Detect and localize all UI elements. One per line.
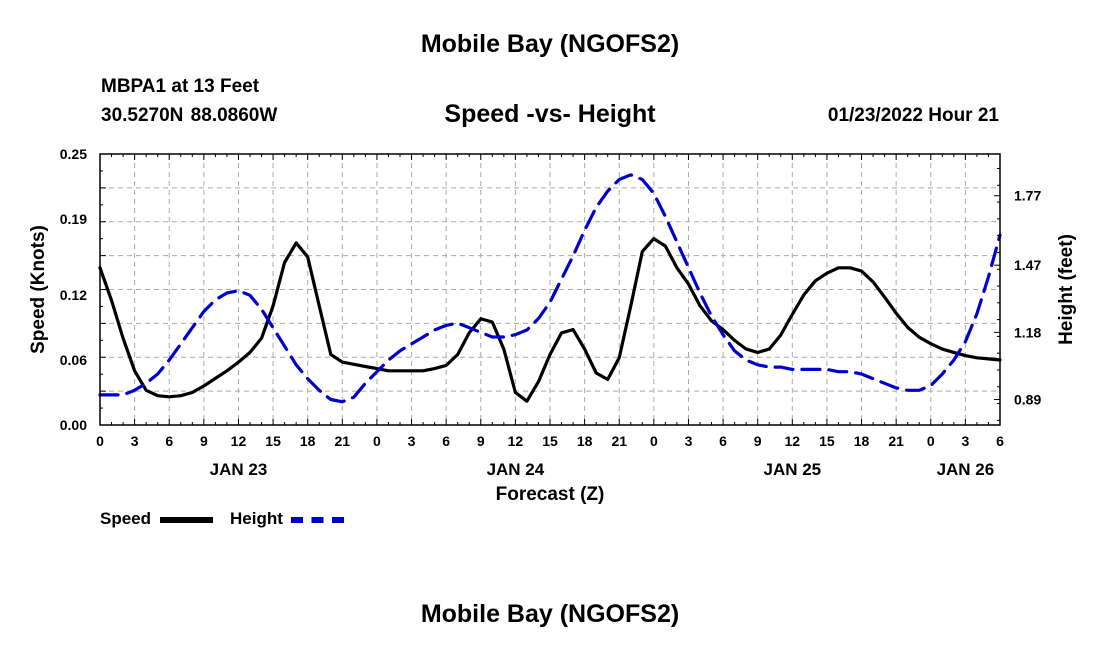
- series-lines: [98, 173, 1002, 404]
- x-tick-label: 6: [996, 433, 1004, 449]
- chart-title: Mobile Bay (NGOFS2): [420, 30, 680, 58]
- station-coordinates: 30.5270N 88.0860W: [101, 105, 278, 126]
- x-tick-label: 0: [96, 433, 104, 449]
- day-label: JAN 24: [487, 460, 545, 479]
- y-tick-label: 0.06: [60, 352, 87, 368]
- x-tick-label: 21: [611, 433, 627, 449]
- y-tick-label: 0.25: [60, 146, 87, 162]
- x-tick-label: 3: [131, 433, 139, 449]
- y2-tick-label: 1.47: [1014, 257, 1041, 273]
- x-tick-label: 21: [888, 433, 904, 449]
- station-name: MBPA1 at 13 Feet: [101, 76, 260, 97]
- legend-speed-label: Speed: [100, 509, 152, 528]
- plot-frame: [99, 153, 1001, 426]
- y2-tick-label: 0.89: [1014, 392, 1041, 408]
- x-tick-label: 9: [754, 433, 762, 449]
- x-tick-label: 12: [785, 433, 801, 449]
- y-axis-title: Speed (Knots): [28, 225, 49, 354]
- grid-lines: [100, 154, 1000, 425]
- forecast-timestamp: 01/23/2022 Hour 21: [827, 105, 999, 126]
- day-label: JAN 23: [210, 460, 268, 479]
- x-tick-label: 12: [231, 433, 247, 449]
- x-tick-label: 0: [650, 433, 658, 449]
- x-tick-label: 9: [477, 433, 485, 449]
- series-line-speed: [98, 237, 1002, 403]
- x-tick-label: 18: [854, 433, 870, 449]
- chart-subtitle: Speed -vs- Height: [444, 100, 656, 128]
- x-tick-label: 0: [927, 433, 935, 449]
- x-tick-label: 21: [335, 433, 351, 449]
- x-tick-label: 6: [442, 433, 450, 449]
- day-label: JAN 25: [763, 460, 821, 479]
- x-tick-label: 0: [373, 433, 381, 449]
- x-tick-label: 15: [819, 433, 835, 449]
- y-tick-label: 0.00: [60, 417, 87, 433]
- y-tick-label: 0.19: [60, 211, 87, 227]
- axes: 0 3 6 9 12 15 18 21 0 3 6 9 12 15 18 21 0 3 6 9 12 15 18 21 0 3 6J…: [28, 146, 1077, 505]
- footer-title: Mobile Bay (NGOFS2): [420, 600, 680, 628]
- x-tick-label: 6: [165, 433, 173, 449]
- x-tick-label: 15: [542, 433, 558, 449]
- y2-tick-label: 1.77: [1014, 188, 1041, 204]
- series-line-height: [98, 173, 1002, 404]
- x-tick-label: 15: [265, 433, 281, 449]
- x-tick-label: 12: [508, 433, 524, 449]
- legend-speed-swatch: [160, 517, 213, 523]
- x-tick-label: 3: [685, 433, 693, 449]
- x-tick-label: 3: [961, 433, 969, 449]
- y2-tick-label: 1.18: [1014, 324, 1041, 340]
- day-label: JAN 26: [937, 460, 995, 479]
- legend-height-label: Height: [230, 509, 283, 528]
- y2-axis-title: Height (feet): [1056, 234, 1077, 345]
- x-tick-label: 3: [408, 433, 416, 449]
- x-tick-label: 6: [719, 433, 727, 449]
- legend-height-swatch: [291, 517, 344, 523]
- y-tick-label: 0.12: [60, 287, 87, 303]
- x-tick-label: 18: [300, 433, 316, 449]
- x-tick-label: 9: [200, 433, 208, 449]
- x-axis-title: Forecast (Z): [496, 484, 605, 505]
- x-tick-label: 18: [577, 433, 593, 449]
